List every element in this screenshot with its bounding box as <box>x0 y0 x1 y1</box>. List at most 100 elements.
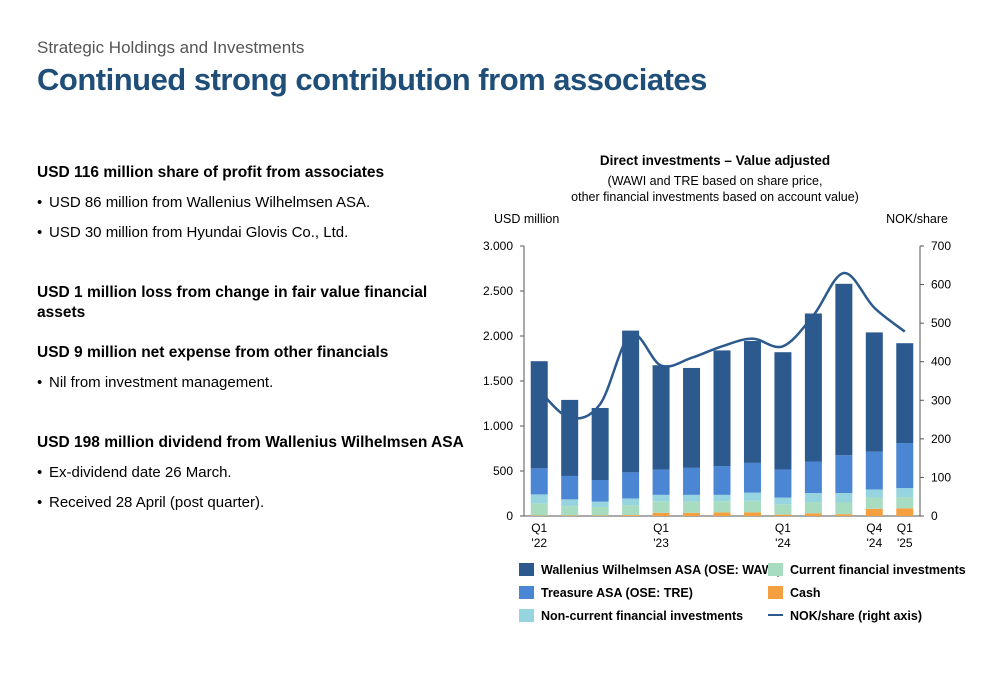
right-tick-label: 700 <box>931 239 951 253</box>
bar-segment <box>713 512 731 516</box>
bar-segment <box>622 472 640 499</box>
summary-bullet: • USD 30 million from Hyundai Glovis Co.,… <box>37 223 467 253</box>
legend-label: Treasure ASA (OSE: TRE) <box>541 586 693 600</box>
bar-segment <box>896 443 914 489</box>
bar-segment <box>713 350 731 467</box>
nok-share-line <box>538 271 906 420</box>
bar-segment <box>683 512 701 516</box>
bar-segment <box>896 343 914 444</box>
bullet-text: USD 86 million from Wallenius Wilhelmsen… <box>49 194 371 211</box>
chart-title: Direct investments – Value adjusted <box>600 153 830 168</box>
legend-swatch <box>768 563 783 576</box>
summary-heading: USD 198 million dividend from Wallenius … <box>37 434 464 451</box>
bar-segment <box>804 461 822 494</box>
bar-segment <box>683 367 701 468</box>
bar-segment <box>652 494 670 502</box>
bar-segment <box>743 512 761 516</box>
summary-bullet: • USD 86 million from Wallenius Wilhelmse… <box>37 193 467 223</box>
bar-segment <box>622 330 640 473</box>
legend-swatch <box>519 586 534 599</box>
bar-segment <box>561 475 579 500</box>
bar-segment <box>530 468 548 495</box>
bar-segment <box>713 494 731 502</box>
legend-swatch <box>519 563 534 576</box>
bar-segment <box>896 488 914 498</box>
bar-segment <box>774 514 792 516</box>
bar-segment <box>804 493 822 503</box>
left-tick-label: 1.500 <box>483 374 513 388</box>
x-tick-label: Q1 <box>775 521 791 535</box>
page-subtitle: Strategic Holdings and Investments <box>37 38 305 57</box>
bar-segment <box>652 469 670 495</box>
bullet-text: Ex-dividend date 26 March. <box>49 464 232 481</box>
bar-segment <box>774 352 792 470</box>
bar-segment <box>865 508 883 516</box>
bar-segment <box>591 501 609 507</box>
right-tick-label: 300 <box>931 393 951 407</box>
left-tick-label: 0 <box>506 509 513 523</box>
bullet-text: Received 28 April (post quarter). <box>49 494 265 511</box>
right-tick-label: 600 <box>931 278 951 292</box>
bar-segment <box>804 313 822 462</box>
right-tick-label: 400 <box>931 355 951 369</box>
bar-segment <box>865 332 883 452</box>
bar-segment <box>683 501 701 513</box>
summary-heading: USD 116 million share of profit from ass… <box>37 164 385 181</box>
legend-label: Non-current financial investments <box>541 609 744 623</box>
right-tick-label: 200 <box>931 432 951 446</box>
legend-label: Current financial investments <box>790 563 966 577</box>
bullet-text: Nil from investment management. <box>49 374 274 391</box>
legend-item: NOK/share (right axis) <box>768 609 922 623</box>
bar-segment <box>652 512 670 516</box>
bar-segment <box>530 494 548 504</box>
x-tick-label: Q1 <box>531 521 547 535</box>
bar-segment <box>561 399 579 476</box>
chart-subtitle-line: (WAWI and TRE based on share price, <box>608 174 823 188</box>
bar-segment <box>683 467 701 495</box>
legend-label: NOK/share (right axis) <box>790 609 922 623</box>
bar-segment <box>835 514 853 516</box>
bar-segment <box>804 513 822 516</box>
legend-label: Wallenius Wilhelmsen ASA (OSE: WAWI) <box>541 563 782 577</box>
bar-segment <box>652 365 670 470</box>
bar-segment <box>713 466 731 495</box>
x-tick-label: Q1 <box>653 521 669 535</box>
summary-bullet: • Ex-dividend date 26 March. <box>37 463 467 493</box>
right-tick-label: 100 <box>931 470 951 484</box>
bar-segment <box>835 493 853 503</box>
bar-segment <box>743 340 761 463</box>
summary-bullet: • Received 28 April (post quarter). <box>37 493 467 523</box>
text-panel: USD 116 million share of profit from ass… <box>37 163 467 523</box>
left-tick-label: 500 <box>493 464 513 478</box>
legend-item: Wallenius Wilhelmsen ASA (OSE: WAWI) <box>519 563 781 577</box>
bar-segment <box>835 455 853 494</box>
bar-segment <box>896 497 914 509</box>
right-tick-label: 0 <box>931 509 938 523</box>
x-tick-label: '24 <box>866 536 882 550</box>
bullet-marker: • <box>37 464 43 481</box>
legend-item: Non-current financial investments <box>519 609 743 623</box>
bar-segment <box>622 505 640 516</box>
legend-swatch <box>768 586 783 599</box>
bar-segment <box>622 498 640 506</box>
bar-segment <box>713 501 731 513</box>
bar-segment <box>774 497 792 505</box>
bullet-marker: • <box>37 224 43 241</box>
left-axis-label: USD million <box>494 212 559 226</box>
bullet-marker: • <box>37 374 43 391</box>
chart-subtitle-line: other financial investments based on acc… <box>571 190 859 204</box>
legend-item: Treasure ASA (OSE: TRE) <box>519 586 693 600</box>
bullet-marker: • <box>37 494 43 511</box>
bar-segment <box>743 492 761 501</box>
bullet-marker: • <box>37 194 43 211</box>
x-tick-label: '22 <box>531 536 547 550</box>
bar-segment <box>835 283 853 456</box>
bar-segment <box>591 408 609 480</box>
x-tick-label: Q4 <box>866 521 882 535</box>
bar-segment <box>835 502 853 515</box>
bar-segment <box>774 504 792 515</box>
bar-segment <box>591 507 609 516</box>
bar-segment <box>561 499 579 507</box>
left-tick-label: 1.000 <box>483 419 513 433</box>
